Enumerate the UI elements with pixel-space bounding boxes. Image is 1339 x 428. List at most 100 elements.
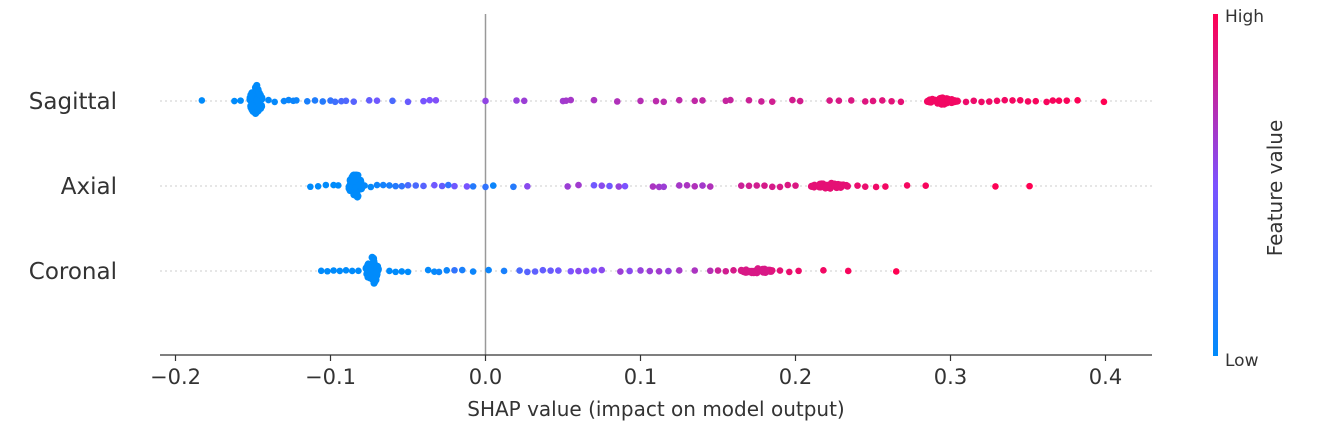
data-point	[745, 182, 753, 190]
data-point	[303, 98, 311, 105]
data-point	[598, 266, 606, 274]
data-point	[404, 181, 412, 189]
data-point	[364, 265, 372, 273]
data-point	[665, 267, 672, 275]
data-point	[590, 267, 598, 274]
data-point	[567, 267, 575, 275]
data-point	[745, 96, 753, 104]
data-point	[776, 183, 784, 191]
data-point	[404, 98, 412, 106]
data-point	[336, 267, 344, 275]
data-point	[485, 266, 492, 274]
data-point	[398, 182, 406, 190]
data-point	[438, 182, 446, 190]
data-point	[412, 182, 420, 189]
data-point	[706, 183, 714, 190]
data-point	[892, 268, 900, 275]
data-point	[582, 267, 590, 275]
data-point	[368, 275, 377, 283]
data-point	[463, 183, 471, 190]
data-point	[590, 96, 598, 104]
data-point	[776, 267, 784, 274]
data-point	[524, 268, 531, 276]
data-point	[903, 182, 911, 189]
data-point	[1032, 97, 1040, 105]
data-point	[683, 182, 691, 189]
data-point	[1055, 97, 1063, 105]
data-point	[392, 182, 399, 190]
data-point	[820, 267, 827, 274]
data-point	[795, 267, 802, 275]
data-point	[458, 266, 466, 274]
data-point	[637, 267, 644, 274]
data-point	[879, 97, 886, 104]
data-point	[547, 267, 554, 274]
data-point	[675, 267, 683, 274]
data-point	[516, 267, 523, 274]
data-point	[816, 181, 824, 189]
data-point	[652, 97, 660, 105]
data-point	[489, 182, 497, 189]
data-point	[247, 91, 255, 99]
feature-label: Sagittal	[29, 89, 117, 115]
data-point	[807, 182, 816, 190]
data-point	[753, 182, 761, 189]
data-point	[330, 267, 337, 274]
data-point	[379, 181, 387, 189]
data-point	[567, 96, 575, 104]
x-tick-label: 0.2	[779, 365, 812, 389]
data-point	[252, 108, 261, 116]
data-point	[646, 267, 654, 275]
data-point	[768, 98, 776, 106]
data-point	[373, 97, 381, 104]
data-point	[451, 266, 458, 274]
feature-row-axial	[307, 171, 1033, 201]
feature-labels: Sagittal Axial Coronal	[29, 89, 117, 285]
data-point	[389, 97, 396, 105]
colorbar-low-label: Low	[1225, 351, 1259, 371]
data-point	[598, 182, 606, 189]
data-point	[404, 268, 412, 276]
data-point	[317, 267, 325, 275]
data-point	[758, 98, 765, 105]
data-point	[355, 181, 363, 189]
data-point	[613, 98, 621, 105]
data-point	[353, 193, 362, 201]
data-point	[432, 97, 440, 104]
data-point	[621, 182, 629, 190]
data-point	[342, 267, 350, 274]
data-point	[993, 97, 1001, 105]
data-point	[637, 97, 644, 105]
data-point	[386, 267, 393, 275]
data-point	[792, 182, 799, 189]
data-point	[617, 268, 624, 275]
data-point	[373, 181, 381, 189]
data-point	[367, 183, 375, 191]
x-axis-ticks: −0.2 −0.1 0.0 0.1 0.2 0.3 0.4	[150, 355, 1122, 389]
data-point	[869, 97, 877, 105]
data-point	[520, 97, 528, 105]
data-point	[655, 268, 663, 275]
data-point	[314, 183, 322, 190]
feature-label: Axial	[61, 174, 117, 200]
data-point	[649, 183, 657, 190]
data-point	[1026, 182, 1033, 190]
data-point	[882, 183, 889, 190]
data-point	[237, 97, 244, 104]
data-point	[768, 183, 776, 191]
data-point	[348, 267, 356, 275]
data-point	[324, 267, 331, 275]
data-point	[660, 98, 668, 106]
feature-row-coronal	[317, 253, 900, 287]
data-point	[271, 98, 279, 106]
data-point	[426, 96, 434, 104]
data-point	[951, 98, 959, 106]
data-point	[590, 181, 598, 189]
data-point	[1009, 97, 1016, 104]
data-point	[655, 183, 663, 191]
data-point	[768, 267, 776, 274]
data-point	[699, 182, 706, 189]
x-axis-title: SHAP value (impact on model output)	[467, 397, 844, 421]
x-tick-label: 0.3	[934, 365, 967, 389]
data-point	[626, 267, 633, 275]
